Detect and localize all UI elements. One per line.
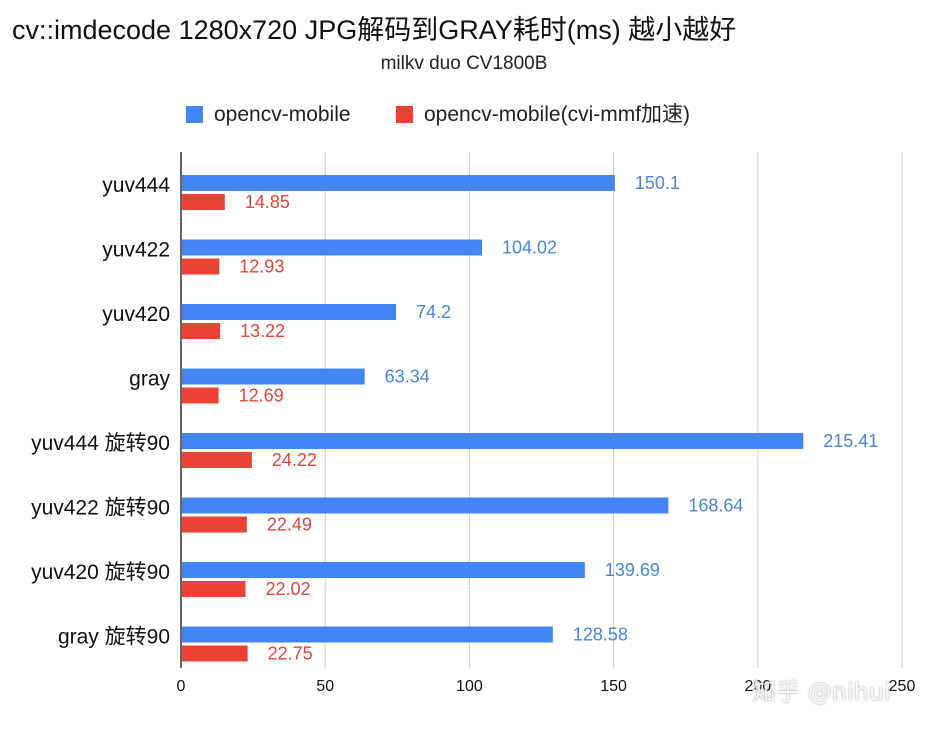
data-label: 63.34: [385, 367, 430, 387]
category-label: yuv444: [102, 174, 170, 197]
category-labels: yuv444 yuv422 yuv420 gray yuv444 旋转90 yuv422 …: [31, 174, 170, 649]
data-label: 14.85: [245, 192, 290, 212]
data-label: 12.93: [239, 257, 284, 277]
category-label: yuv420 旋转90: [31, 561, 170, 584]
legend-item-opencv-mobile: opencv-mobile: [214, 103, 351, 126]
data-label: 22.75: [268, 644, 313, 664]
bar-opencv-mobile: [182, 562, 585, 578]
watermark: 知乎 @nihui: [752, 678, 891, 706]
bar-opencv-mobile-cvi-mmf: [182, 516, 247, 533]
data-label: 128.58: [573, 625, 628, 645]
x-tick-label: 250: [889, 678, 916, 695]
bar-opencv-mobile-cvi-mmf: [182, 645, 248, 662]
category-label: gray 旋转90: [58, 626, 170, 649]
bar-opencv-mobile: [182, 304, 396, 320]
chart-subtitle: milkv duo CV1800B: [380, 53, 548, 74]
bar-opencv-mobile-cvi-mmf: [182, 323, 221, 339]
data-label: 139.69: [605, 560, 660, 580]
chart-title: cv::imdecode 1280x720 JPG解码到GRAY耗时(ms) 越…: [12, 15, 737, 45]
category-label: yuv444 旋转90: [31, 432, 170, 455]
data-label: 24.22: [272, 450, 317, 470]
data-label: 74.2: [416, 302, 451, 322]
legend-swatch: [186, 106, 203, 123]
data-label: 13.22: [240, 321, 285, 341]
bar-opencv-mobile-cvi-mmf: [182, 258, 220, 275]
x-tick-label: 0: [177, 678, 186, 695]
legend-item-opencv-mobile-cvi-mmf: opencv-mobile(cvi-mmf加速): [424, 103, 690, 126]
bar-opencv-mobile: [182, 497, 669, 514]
bar-opencv-mobile: [182, 239, 482, 256]
x-tick-label: 100: [456, 678, 483, 695]
grid-lines: [180, 152, 903, 668]
category-label: yuv420: [102, 303, 170, 326]
data-labels: 150.1 14.85 104.02 12.93 74.2 13.22 63.34 12.69…: [239, 173, 879, 664]
data-label: 215.41: [823, 431, 878, 451]
x-tick-label: 50: [316, 678, 334, 695]
legend: opencv-mobile opencv-mobile(cvi-mmf加速): [186, 103, 690, 126]
bar-opencv-mobile: [182, 433, 804, 449]
bar-opencv-mobile-cvi-mmf: [182, 581, 246, 597]
bars: [182, 175, 804, 662]
bar-opencv-mobile: [182, 368, 365, 385]
category-label: gray: [129, 368, 170, 391]
data-label: 150.1: [635, 173, 680, 193]
data-label: 22.49: [267, 515, 312, 535]
bar-opencv-mobile: [182, 175, 615, 191]
bar-opencv-mobile-cvi-mmf: [182, 387, 219, 404]
data-label: 22.02: [266, 579, 311, 599]
data-label: 104.02: [502, 238, 557, 258]
bar-opencv-mobile-cvi-mmf: [182, 194, 225, 210]
x-tick-labels: 0 50 100 150 200 250: [177, 678, 916, 695]
legend-swatch: [396, 106, 413, 123]
bar-opencv-mobile-cvi-mmf: [182, 452, 252, 468]
x-tick-label: 200: [744, 678, 771, 695]
bar-opencv-mobile: [182, 626, 553, 643]
x-tick-label: 150: [600, 678, 627, 695]
category-label: yuv422 旋转90: [31, 497, 170, 520]
category-label: yuv422: [102, 239, 170, 262]
data-label: 168.64: [688, 496, 743, 516]
data-label: 12.69: [239, 386, 284, 406]
